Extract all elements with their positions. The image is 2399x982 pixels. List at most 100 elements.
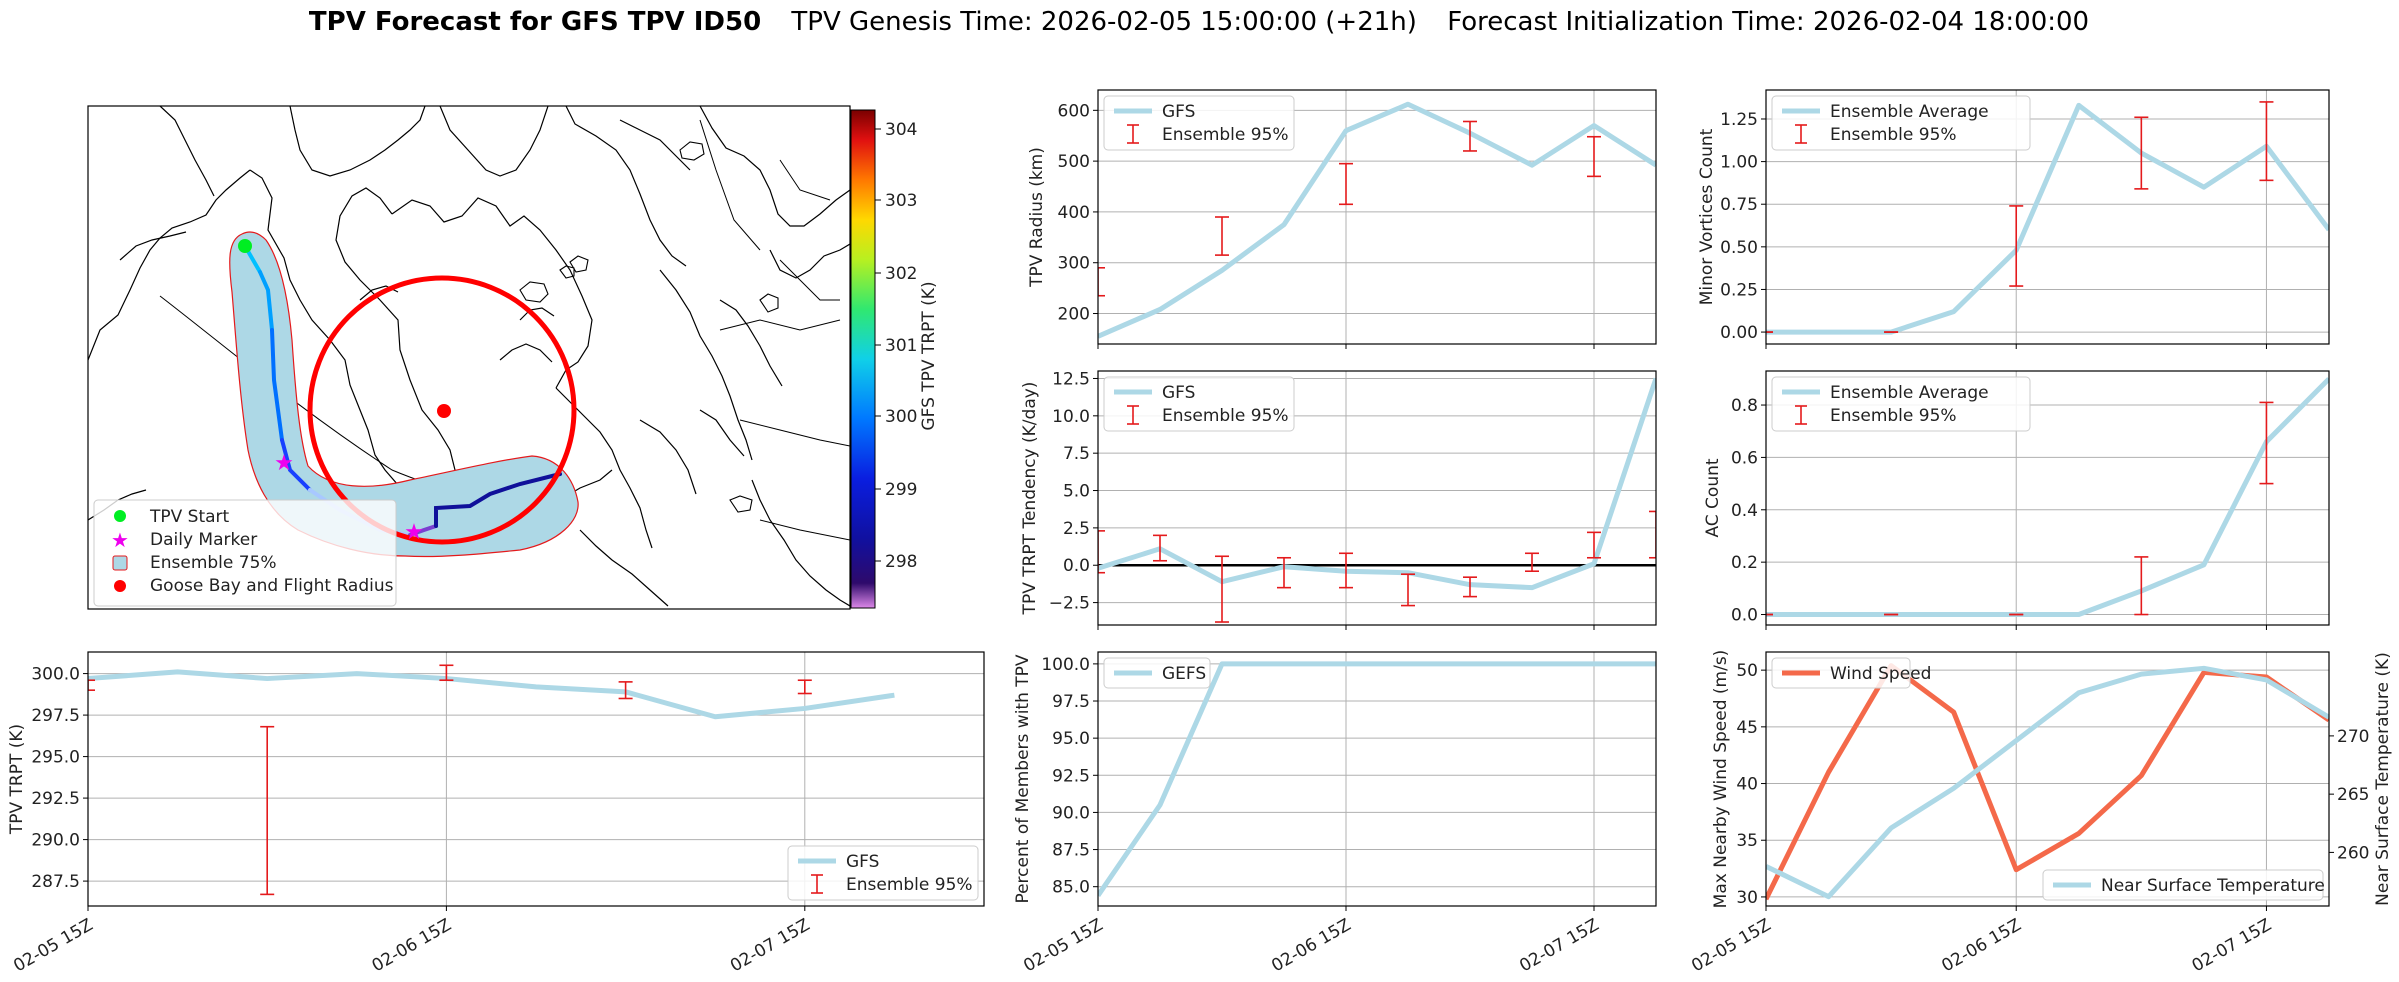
y-tick-label: 0.8 (1731, 396, 1758, 416)
y-tick-label: 5.0 (1063, 482, 1090, 502)
x-tick-label: 02-06 15Z (1268, 915, 1354, 976)
legend-label: Ensemble Average (1830, 102, 1989, 122)
colorbar-tick-304: 304 (885, 120, 917, 140)
series-line-wind-speed (1766, 663, 2329, 901)
y-axis-label: Max Nearby Wind Speed (m/s) (1711, 650, 1731, 909)
y-axis-label: AC Count (1703, 458, 1723, 537)
x-tick-label: 02-05 15Z (1688, 915, 1774, 976)
error-bar (1401, 573, 1415, 607)
svg-text:★: ★ (111, 528, 129, 552)
daily-marker-2: ★ (404, 520, 424, 545)
y-tick-label: 1.25 (1720, 110, 1758, 130)
map-frame (87, 105, 851, 610)
legend-label: Ensemble 95% (1162, 125, 1289, 145)
error-bar (1153, 534, 1167, 562)
y-tick-label: 50 (1736, 661, 1758, 681)
colorbar-tick-300: 300 (885, 407, 917, 427)
ensemble-75-region (229, 231, 579, 558)
y-tick-label: 295.0 (31, 748, 80, 768)
colorbar-tick-302: 302 (885, 264, 917, 284)
y-tick-label: 0.25 (1720, 280, 1758, 300)
plot-frame (1765, 370, 2330, 626)
y-tick-label: 300.0 (31, 665, 80, 685)
y-tick-label: 100.0 (1041, 655, 1090, 675)
tpv-start-marker (238, 239, 252, 253)
colorbar-tick-303: 303 (885, 191, 917, 211)
y-tick-label: 10.0 (1052, 407, 1090, 427)
daily-marker-1: ★ (274, 451, 294, 476)
y-tick-label: 300 (1058, 254, 1090, 274)
title-genesis: TPV Genesis Time: 2026-02-05 15:00:00 (+… (790, 7, 1417, 37)
percent-members-panel: 85.0 87.5 90.0 92.5 95.0 97.5 100.0 02-05 15Z 02… (1013, 651, 1657, 976)
x-tick-label: 02-07 15Z (2189, 915, 2275, 976)
plot-frame (1097, 370, 1657, 626)
y-tick-label: 0.75 (1720, 195, 1758, 215)
legend: Wind Speed Near Surface Temperature (1771, 657, 2325, 901)
error-bar (618, 681, 633, 700)
y-tick-label: −2.5 (1049, 594, 1090, 614)
map-legend-start: TPV Start (149, 507, 230, 527)
legend-label: GFS (846, 852, 879, 872)
figure-title: TPV Forecast for GFS TPV ID50 TPV Genesi… (309, 7, 2089, 37)
y-tick-label: 200 (1058, 305, 1090, 325)
legend-label: GEFS (1162, 664, 1206, 684)
chart-panels: 200 300 400 500 600 TPV Radius (km) GFS Ensembl… (7, 89, 2393, 976)
series-line-gfs (1098, 101, 1656, 339)
error-bar (1215, 216, 1229, 256)
y-tick-label: 97.5 (1052, 692, 1090, 712)
map-legend-goose-bay: Goose Bay and Flight Radius (150, 576, 394, 596)
error-bar (2259, 401, 2274, 485)
error-bar (260, 725, 275, 896)
error-bar (2259, 101, 2274, 182)
legend: Ensemble Average Ensemble 95% (1771, 95, 2031, 151)
y-tick-label: 12.5 (1052, 369, 1090, 389)
lakes (519, 141, 779, 513)
error-bar (439, 664, 454, 682)
tpv-radius-panel: 200 300 400 500 600 TPV Radius (km) GFS Ensembl… (1027, 89, 1657, 349)
y-tick-label: 500 (1058, 152, 1090, 172)
y-tick-label: 30 (1736, 888, 1758, 908)
y-axis-label: TPV TRPT (K) (7, 724, 27, 835)
error-bar (1587, 135, 1601, 178)
error-bar (1277, 556, 1291, 589)
y-tick-label: 400 (1058, 203, 1090, 223)
y-tick-label: 0.2 (1731, 553, 1758, 573)
error-bar (797, 679, 812, 695)
legend: Ensemble Average Ensemble 95% (1771, 376, 2031, 432)
series-line-gefs (1098, 661, 1656, 898)
y2-tick-label: 270 (2337, 727, 2369, 747)
y-axis-label: TPV TRPT Tendency (K/day) (1020, 382, 1040, 616)
title-init: Forecast Initialization Time: 2026-02-04… (1447, 7, 2089, 37)
plot-frame (1097, 89, 1657, 345)
title-bold: TPV Forecast for GFS TPV ID50 (309, 7, 761, 37)
series-line-near-surface-temperature (1766, 665, 2329, 900)
series-line-ensemble-average (1766, 377, 2329, 618)
x-tick-label: 02-07 15Z (1516, 915, 1602, 976)
error-bar (2134, 556, 2149, 616)
colorbar-ticks: 304 303 302 301 300 299 298 (875, 120, 917, 572)
y-tick-label: 45 (1736, 718, 1758, 738)
trpt-tendency-panel: −2.5 0.0 2.5 5.0 7.5 10.0 12.5 TPV TRPT Tendenc… (1020, 369, 1657, 630)
legend: GFS Ensemble 95% (1103, 95, 1295, 151)
goose-bay-marker (437, 404, 451, 418)
error-bar (1525, 552, 1539, 573)
error-bar (1215, 555, 1229, 623)
error-bar (1098, 530, 1105, 574)
series-line-ensemble-average (1766, 102, 2329, 335)
legend-label: Near Surface Temperature (2101, 876, 2325, 896)
y-tick-label: 0.4 (1731, 501, 1758, 521)
error-bar (1463, 120, 1477, 152)
y-tick-label: 0.6 (1731, 448, 1758, 468)
goose-bay-flight-radius (307, 275, 577, 545)
colorbar-tick-299: 299 (885, 480, 917, 500)
legend: GFS Ensemble 95% (1103, 376, 1295, 432)
y-tick-label: 0.00 (1720, 323, 1758, 343)
y-tick-label: 297.5 (31, 706, 80, 726)
y-axis-label: TPV Radius (km) (1027, 147, 1047, 288)
x-tick-label: 02-05 15Z (10, 915, 96, 976)
map-legend: ★ TPV Start Daily Marker Ensemble 75% Go… (93, 499, 397, 607)
x-tick-label: 02-07 15Z (727, 915, 813, 976)
legend-label: Ensemble 95% (846, 875, 973, 895)
